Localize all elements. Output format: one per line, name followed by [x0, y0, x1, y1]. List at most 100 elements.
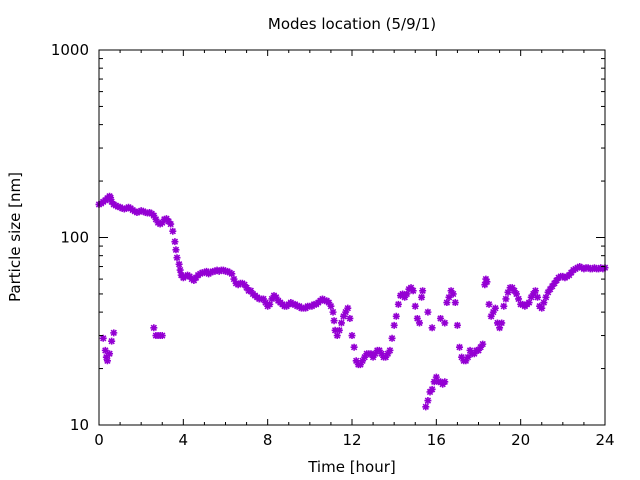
data-point	[464, 353, 472, 361]
data-point	[352, 357, 360, 365]
data-point	[107, 194, 115, 202]
data-point	[447, 287, 455, 295]
data-point	[515, 295, 523, 303]
data-point	[106, 350, 114, 358]
data-point	[441, 319, 449, 327]
data-point	[504, 288, 512, 296]
data-point	[437, 314, 445, 322]
data-point	[262, 299, 270, 307]
data-point	[99, 334, 107, 342]
data-point	[489, 308, 497, 316]
data-point	[158, 332, 166, 340]
data-point	[150, 324, 158, 332]
data-point	[327, 302, 335, 310]
x-tick-label: 4	[179, 431, 189, 449]
data-point	[466, 346, 474, 354]
data-point	[356, 361, 364, 369]
data-point	[399, 290, 407, 298]
data-point	[110, 329, 118, 337]
data-point	[101, 346, 109, 354]
data-point	[378, 350, 386, 358]
data-point	[538, 304, 546, 312]
data-point	[230, 275, 238, 283]
data-point	[449, 290, 457, 298]
data-point	[525, 299, 533, 307]
data-point	[470, 350, 478, 358]
data-point	[325, 299, 333, 307]
data-point	[432, 373, 440, 381]
data-point	[443, 299, 451, 307]
data-point	[475, 346, 482, 354]
x-tick-label: 20	[511, 431, 530, 449]
data-point	[348, 332, 356, 340]
data-point	[418, 293, 426, 301]
data-point	[428, 385, 436, 393]
data-point	[462, 357, 470, 365]
data-point	[371, 350, 379, 358]
data-point	[458, 353, 466, 361]
data-point	[158, 219, 166, 227]
data-point	[342, 308, 350, 316]
data-point	[331, 326, 339, 334]
data-point	[424, 397, 432, 405]
data-point	[430, 378, 438, 386]
data-point	[445, 293, 453, 301]
data-point	[534, 293, 542, 301]
data-point	[500, 302, 508, 310]
data-point	[266, 300, 274, 308]
data-point	[268, 295, 276, 303]
data-point	[453, 321, 461, 329]
data-point	[451, 299, 459, 307]
data-point	[422, 403, 430, 411]
data-point	[150, 212, 158, 220]
data-point	[103, 357, 111, 365]
data-point	[340, 312, 348, 320]
y-tick-label: 10	[70, 416, 89, 434]
x-tick-label: 0	[94, 431, 104, 449]
chart-title: Modes location (5/9/1)	[268, 15, 436, 33]
y-axis-label: Particle size [nm]	[6, 172, 24, 302]
data-point	[411, 302, 419, 310]
x-tick-label: 12	[342, 431, 361, 449]
data-point	[173, 254, 181, 262]
data-point	[102, 353, 110, 361]
y-axis-ticks: 10 100 1000	[51, 41, 605, 434]
data-point	[403, 290, 411, 298]
data-point	[359, 357, 367, 365]
data-point	[171, 238, 179, 246]
x-tick-label: 8	[263, 431, 273, 449]
x-axis-ticks: 0 4 8 12 16 20 24	[94, 50, 615, 449]
data-point	[247, 287, 255, 295]
data-point	[344, 304, 352, 312]
data-point	[392, 312, 400, 320]
data-point	[329, 308, 337, 316]
data-point	[496, 324, 504, 332]
data-point	[375, 346, 383, 354]
data-point	[350, 343, 358, 351]
data-point	[456, 343, 464, 351]
data-point	[361, 353, 369, 361]
data-point	[483, 278, 491, 286]
data-point	[510, 287, 518, 295]
data-point	[428, 324, 436, 332]
data-point	[169, 227, 177, 235]
data-point	[531, 287, 539, 295]
data-point	[388, 334, 396, 342]
data-point	[479, 340, 487, 348]
data-markers	[95, 192, 609, 411]
data-point	[272, 293, 280, 301]
data-point	[333, 332, 341, 340]
y-tick-label: 100	[60, 229, 89, 247]
data-point	[172, 246, 180, 254]
data-point	[485, 300, 493, 308]
data-point	[409, 287, 417, 295]
x-tick-label: 24	[595, 431, 614, 449]
data-point	[390, 321, 398, 329]
data-point	[346, 314, 354, 322]
data-point	[540, 299, 548, 307]
data-point	[167, 220, 175, 228]
data-point	[401, 293, 409, 301]
data-point	[542, 293, 550, 301]
data-point	[384, 350, 392, 358]
